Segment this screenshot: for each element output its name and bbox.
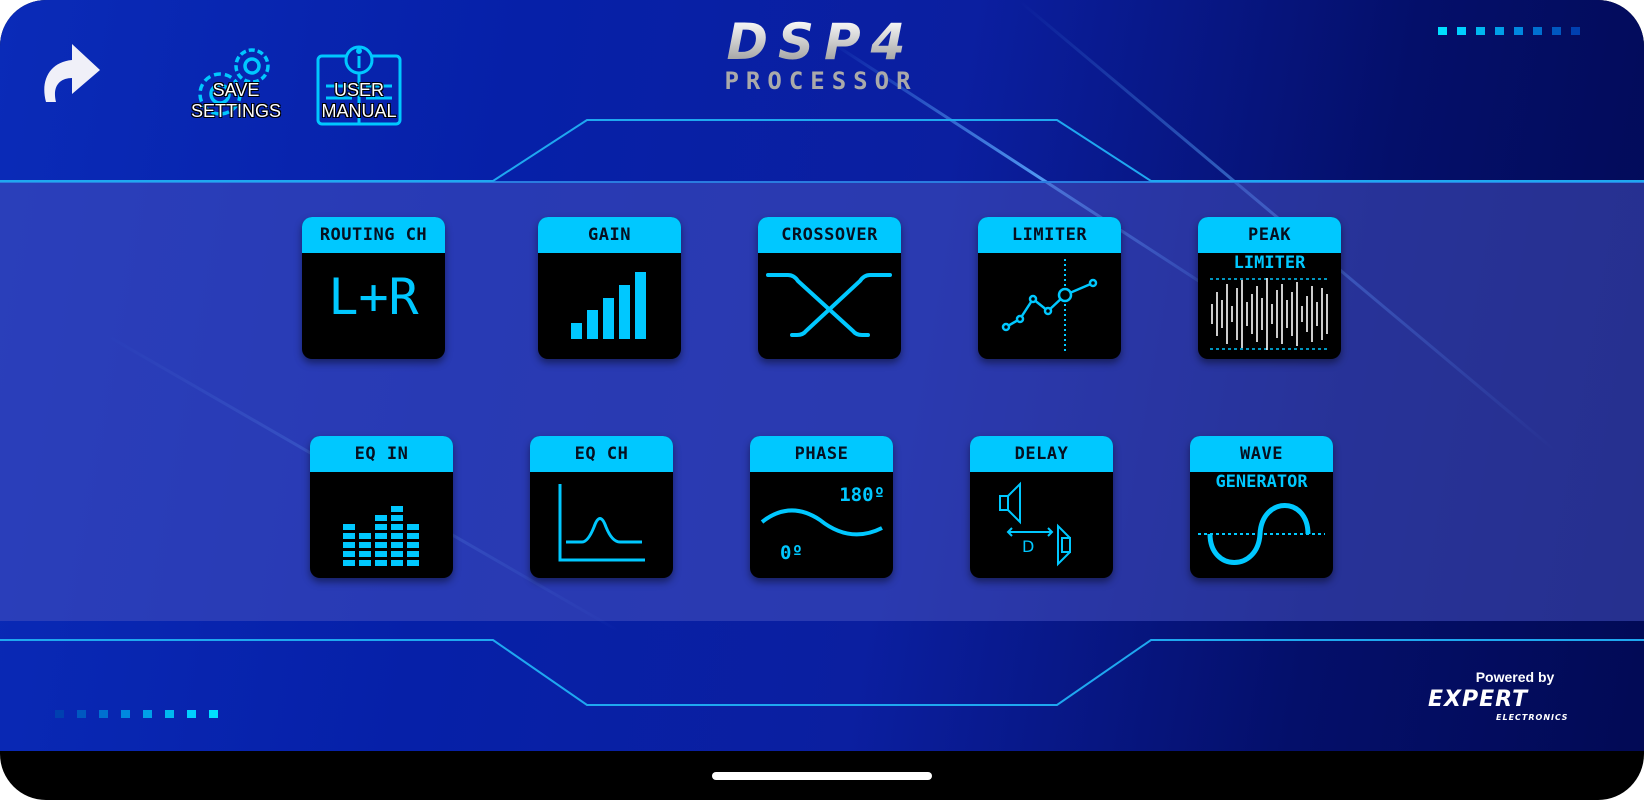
tile-eq-ch[interactable]: EQ CH (530, 436, 673, 578)
equalizer-bars-icon (343, 506, 419, 566)
delay-label: D (1022, 537, 1035, 556)
tile-title: WAVE (1190, 436, 1333, 472)
save-settings-button[interactable]: SAVE SETTINGS (190, 40, 282, 130)
powered-by-label: Powered by (1475, 669, 1555, 685)
limiter-graph-icon (1001, 259, 1098, 353)
bar-signal-icon (571, 272, 646, 339)
tile-limiter[interactable]: LIMITER (978, 217, 1121, 359)
eq-bar-segment (391, 515, 403, 521)
tile-routing-ch[interactable]: ROUTING CH L+R (302, 217, 445, 359)
eq-bar-segment (391, 551, 403, 557)
phase-180-label: 180º (839, 484, 885, 506)
eq-curve-icon (558, 484, 645, 562)
back-button[interactable] (42, 40, 104, 106)
eq-bar-segment (359, 542, 371, 548)
eq-bar-segment (343, 533, 355, 539)
tile-subtitle: GENERATOR (1215, 472, 1308, 492)
eq-bar-segment (391, 560, 403, 566)
curved-arrow-icon (44, 44, 100, 102)
eq-bar-segment (391, 533, 403, 539)
eq-bar-segment (343, 524, 355, 530)
eq-bar-segment (375, 524, 387, 530)
eq-bar-segment (407, 524, 419, 530)
eq-bar-segment (375, 551, 387, 557)
routing-value: L+R (328, 268, 419, 326)
tile-eq-in[interactable]: EQ IN (310, 436, 453, 578)
info-book-icon (316, 45, 402, 126)
tile-gain[interactable]: GAIN (538, 217, 681, 359)
eq-bar-segment (375, 560, 387, 566)
tile-phase[interactable]: PHASE 180º 0º (750, 436, 893, 578)
expert-electronics-logo: EXPERT ELECTRONICS (1428, 688, 1593, 724)
app-logo-subtitle: PROCESSOR (724, 67, 918, 95)
tile-title: PHASE (750, 436, 893, 472)
eq-bar-segment (359, 533, 371, 539)
tile-delay[interactable]: DELAY D (970, 436, 1113, 578)
phase-wave-icon (760, 508, 883, 537)
decor-dots-top (1438, 27, 1580, 35)
speaker-delay-icon (999, 481, 1071, 567)
save-settings-line1: SAVE (212, 80, 260, 100)
tile-subtitle: LIMITER (1233, 253, 1306, 273)
app-logo-title: DSP4 (648, 17, 994, 67)
tile-title: LIMITER (978, 217, 1121, 253)
home-indicator[interactable] (712, 772, 932, 780)
gears-icon (198, 48, 270, 116)
user-manual-button[interactable]: USER MANUAL (314, 42, 404, 130)
tile-wave-generator[interactable]: WAVE GENERATOR (1190, 436, 1333, 578)
tile-title: ROUTING CH (302, 217, 445, 253)
eq-bar-segment (407, 560, 419, 566)
save-settings-line2: SETTINGS (190, 101, 281, 121)
eq-bar-segment (391, 506, 403, 512)
eq-bar-segment (407, 551, 419, 557)
eq-bar-segment (343, 542, 355, 548)
tile-title: EQ IN (310, 436, 453, 472)
tile-title: PEAK (1198, 217, 1341, 253)
tile-peak-limiter[interactable]: PEAK LIMITER (1198, 217, 1341, 359)
tile-title: DELAY (970, 436, 1113, 472)
eq-bar-segment (391, 542, 403, 548)
eq-bar-segment (375, 515, 387, 521)
tile-title: CROSSOVER (758, 217, 901, 253)
waveform-icon (1210, 278, 1330, 350)
eq-bar-segment (359, 560, 371, 566)
eq-bar-segment (391, 524, 403, 530)
frame-lines (0, 119, 1644, 706)
tile-crossover[interactable]: CROSSOVER (758, 217, 901, 359)
brand-sub: ELECTRONICS (1496, 713, 1569, 722)
eq-bar-segment (343, 551, 355, 557)
sine-wave-icon (1198, 503, 1325, 565)
eq-bar-segment (375, 542, 387, 548)
eq-bar-segment (359, 551, 371, 557)
user-manual-line2: MANUAL (321, 101, 397, 121)
decor-dots-bottom (55, 710, 218, 718)
user-manual-line1: USER (333, 80, 384, 100)
tile-title: EQ CH (530, 436, 673, 472)
eq-bar-segment (343, 560, 355, 566)
eq-bar-segment (407, 542, 419, 548)
tile-title: GAIN (538, 217, 681, 253)
brand-main: EXPERT (1428, 687, 1529, 712)
phase-0-label: 0º (780, 542, 803, 564)
eq-bar-segment (407, 533, 419, 539)
crossover-curve-icon (766, 273, 892, 337)
eq-bar-segment (375, 533, 387, 539)
